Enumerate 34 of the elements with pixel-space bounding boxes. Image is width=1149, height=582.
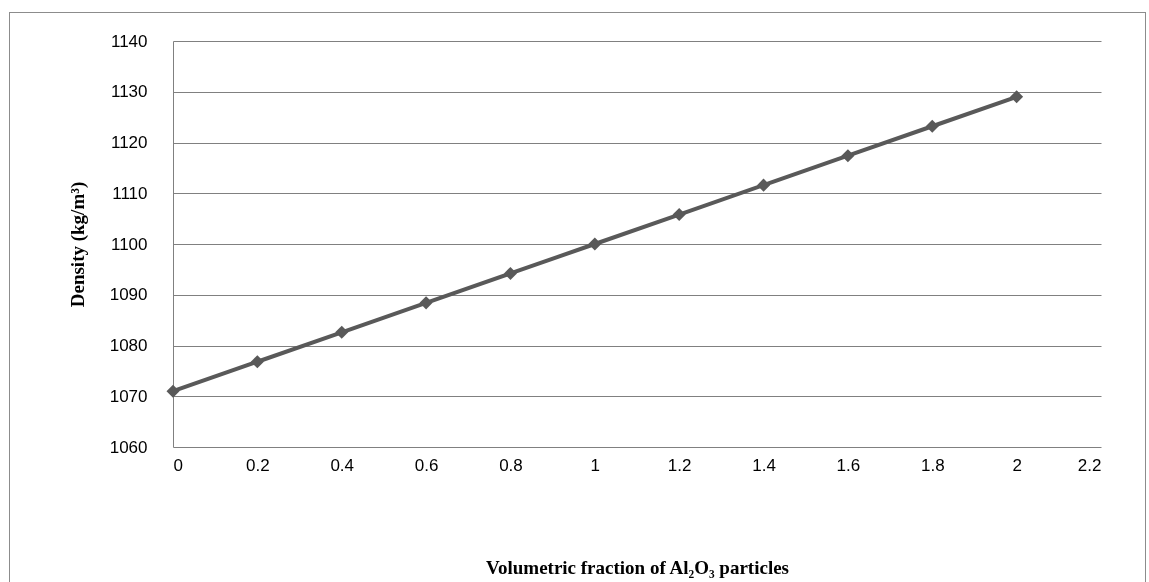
point xyxy=(166,384,180,398)
x-tick-label: 0.8 xyxy=(499,455,523,475)
x-tick-label: 0.6 xyxy=(414,455,439,475)
point xyxy=(1010,90,1024,104)
point xyxy=(841,149,855,163)
y-tick-label: 1080 xyxy=(109,336,148,355)
y-tick-label: 1090 xyxy=(109,285,148,305)
y-tick-label: 1130 xyxy=(110,82,148,102)
x-tick-label: 2 xyxy=(1012,455,1022,475)
x-tick-label: 1.8 xyxy=(920,455,945,475)
y-tick-label: 1070 xyxy=(109,386,148,406)
y-tick-label: 1060 xyxy=(109,437,148,457)
point xyxy=(588,237,602,251)
x-tick-label: 0.2 xyxy=(246,455,270,475)
x-axis-title: Volumetric fraction of Al₂O₃ particles xyxy=(485,556,790,578)
y-tick-label: 1100 xyxy=(110,234,148,254)
x-tick-label: 0 xyxy=(173,455,183,475)
x-tick-label: 1.4 xyxy=(752,455,776,475)
point xyxy=(925,119,939,133)
x-tick-label: 1.2 xyxy=(667,455,692,475)
point xyxy=(335,325,349,339)
point xyxy=(672,208,686,222)
y-tick-label: 1120 xyxy=(110,133,148,152)
x-tick-label: 0.4 xyxy=(330,455,355,475)
x-tick-label: 2.2 xyxy=(1077,455,1102,475)
y-tick-label: 1110 xyxy=(112,183,148,203)
y-axis-title: Density (kg/m³) xyxy=(66,181,89,308)
point xyxy=(757,178,771,192)
point xyxy=(503,266,517,280)
x-tick-label: 1.6 xyxy=(836,455,861,475)
point xyxy=(250,355,264,369)
point xyxy=(419,296,433,310)
x-tick-label: 1 xyxy=(590,455,601,475)
y-tick-label: 1140 xyxy=(110,31,148,51)
